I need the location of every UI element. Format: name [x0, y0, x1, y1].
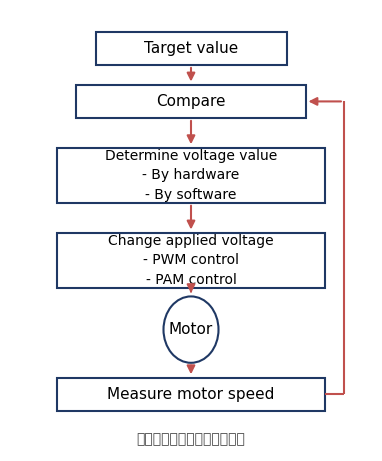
Text: Motor: Motor: [169, 322, 213, 337]
Text: Determine voltage value
- By hardware
- By software: Determine voltage value - By hardware - …: [105, 149, 277, 201]
FancyBboxPatch shape: [57, 378, 325, 411]
Circle shape: [163, 296, 219, 363]
FancyBboxPatch shape: [76, 85, 306, 118]
FancyBboxPatch shape: [57, 233, 325, 288]
Text: Compare: Compare: [156, 94, 226, 109]
FancyBboxPatch shape: [57, 148, 325, 203]
FancyBboxPatch shape: [96, 32, 286, 65]
Text: Change applied voltage
- PWM control
- PAM control: Change applied voltage - PWM control - P…: [108, 234, 274, 287]
Text: Measure motor speed: Measure motor speed: [107, 387, 275, 402]
Text: Target value: Target value: [144, 41, 238, 56]
Text: 电压控制直流电机调速示意图: 电压控制直流电机调速示意图: [136, 432, 246, 446]
